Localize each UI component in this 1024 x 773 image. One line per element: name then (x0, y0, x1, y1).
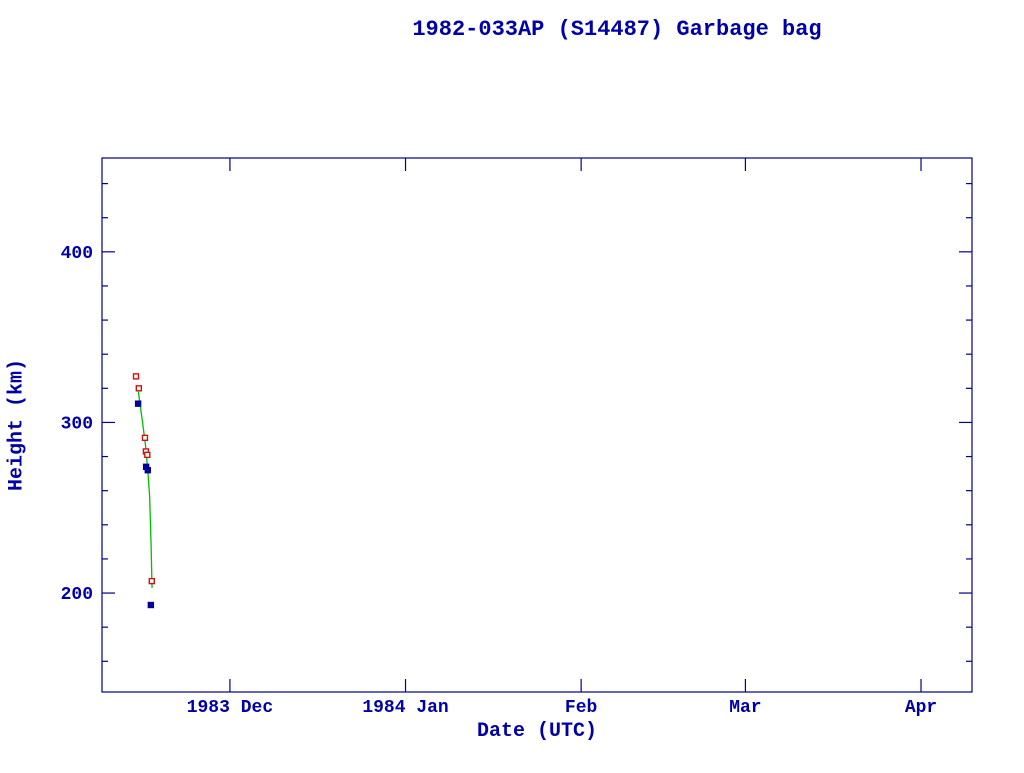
svg-text:Feb: Feb (565, 698, 597, 718)
svg-text:1984 Jan: 1984 Jan (362, 698, 448, 718)
svg-text:Apr: Apr (905, 698, 937, 718)
svg-text:200: 200 (61, 585, 93, 605)
y-axis-label: Height (km) (5, 358, 29, 492)
x-axis-label: Date (UTC) (476, 720, 598, 743)
svg-text:300: 300 (61, 414, 93, 434)
svg-text:400: 400 (61, 244, 93, 264)
chart-title: 1982-033AP (S14487) Garbage bag (412, 17, 822, 42)
svg-text:1983 Dec: 1983 Dec (187, 698, 273, 718)
svg-text:Mar: Mar (729, 698, 761, 718)
